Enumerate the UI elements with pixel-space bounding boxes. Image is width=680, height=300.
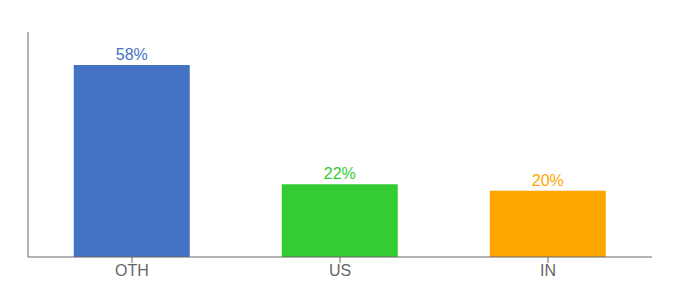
- svg-text:22%: 22%: [324, 165, 356, 182]
- svg-text:US: US: [329, 262, 351, 279]
- svg-text:20%: 20%: [532, 172, 564, 189]
- svg-text:OTH: OTH: [115, 262, 149, 279]
- svg-text:58%: 58%: [116, 46, 148, 63]
- svg-text:IN: IN: [540, 262, 556, 279]
